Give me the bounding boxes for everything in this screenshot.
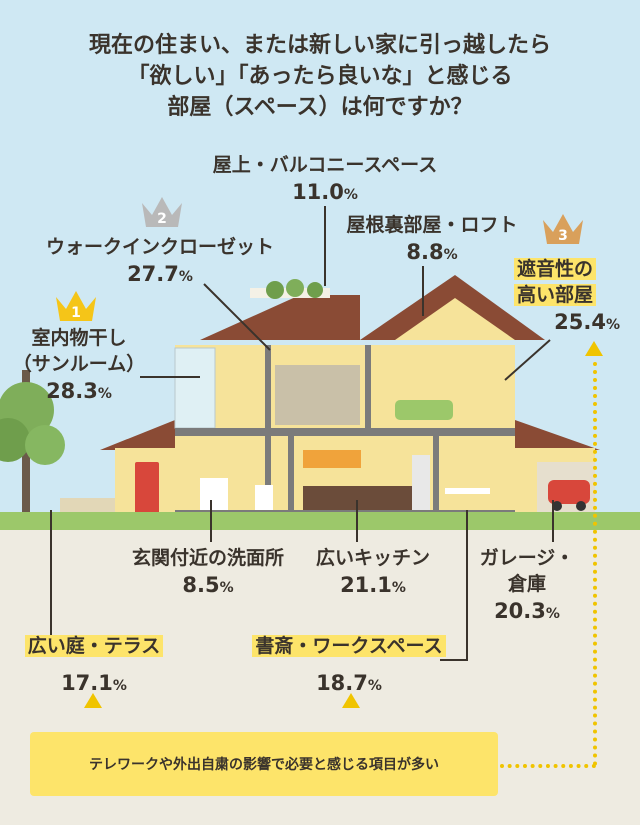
attic-value: 8.8 [406, 240, 444, 264]
note-box: テレワークや外出自粛の影響で必要と感じる項目が多い [30, 732, 498, 796]
label-study: 書斎・ワークスペース 18.7% [240, 633, 458, 700]
attic-unit: % [443, 247, 458, 263]
garden-unit: % [112, 678, 127, 694]
arrow-up-soundproof-icon [585, 341, 603, 356]
title-line-1: 現在の住まい、または新しい家に引っ越したら [88, 33, 551, 58]
rooftop-name: 屋上・バルコニースペース [212, 154, 438, 176]
leader-line-kitchen [356, 500, 358, 542]
soundproof-value: 25.4 [554, 310, 606, 334]
svg-text:1: 1 [71, 305, 81, 321]
study-unit: % [367, 678, 382, 694]
arrow-up-study-icon [342, 693, 360, 708]
sunroom-name-1: 室内物干し [31, 327, 127, 349]
washroom-unit: % [219, 580, 234, 596]
study-name: 書斎・ワークスペース [252, 635, 446, 657]
note-text: テレワークや外出自粛の影響で必要と感じる項目が多い [89, 757, 439, 773]
label-attic: 屋根裏部屋・ロフト 8.8% [342, 212, 522, 269]
label-garden: 広い庭・テラス 17.1% [14, 633, 174, 700]
title-line-2: 「欲しい」「あったら良いな」と感じる [127, 64, 513, 89]
tree-illustration [0, 370, 65, 515]
kitchen-name: 広いキッチン [315, 547, 430, 569]
walkin-value: 27.7 [127, 262, 179, 286]
label-washroom: 玄関付近の洗面所 8.5% [108, 545, 308, 602]
leader-line-attic [422, 266, 424, 316]
walkin-name: ウォークインクローゼット [45, 236, 274, 258]
washroom-name: 玄関付近の洗面所 [131, 547, 284, 569]
garage-value: 20.3 [494, 599, 546, 623]
soundproof-name-1: 遮音性の [514, 258, 597, 280]
car-illustration [548, 480, 590, 511]
leader-line-walkin-diag [203, 283, 271, 351]
label-rooftop: 屋上・バルコニースペース 11.0% [180, 152, 470, 209]
leader-line-washroom [210, 500, 212, 542]
label-soundproof-room: 遮音性の 高い部屋 25.4% [514, 256, 620, 339]
title-line-3: 部屋（スペース）は何ですか？ [167, 95, 473, 120]
crown-silver-icon: 2 [142, 197, 182, 227]
crown-gold-icon: 1 [56, 291, 96, 321]
dotted-line-right [593, 362, 597, 766]
rooftop-value: 11.0 [292, 180, 344, 204]
garage-name-1: ガレージ・ [479, 547, 575, 569]
garden-value: 17.1 [61, 671, 113, 695]
leader-line-soundproof [504, 339, 551, 381]
study-value: 18.7 [316, 671, 368, 695]
crown-bronze-icon: 3 [543, 214, 583, 244]
washroom-value: 8.5 [182, 573, 220, 597]
svg-text:3: 3 [558, 228, 568, 244]
leader-line-garage [552, 500, 554, 542]
page-title: 現在の住まい、または新しい家に引っ越したら 「欲しい」「あったら良いな」と感じる… [0, 30, 640, 123]
soundproof-name-2: 高い部屋 [514, 284, 597, 306]
attic-name: 屋根裏部屋・ロフト [346, 214, 518, 236]
leader-line-study-v [466, 510, 468, 660]
leader-line-rooftop [324, 206, 326, 286]
garage-name-2: 倉庫 [507, 573, 546, 595]
sunroom-unit: % [97, 386, 112, 402]
leader-line-garden [50, 510, 52, 635]
soundproof-unit: % [605, 317, 620, 333]
kitchen-unit: % [391, 580, 406, 596]
house-illustration [0, 275, 600, 515]
walkin-unit: % [178, 269, 193, 285]
label-garage: ガレージ・ 倉庫 20.3% [468, 545, 586, 628]
label-walkin-closet: ウォークインクローゼット 27.7% [30, 234, 290, 291]
leader-line-sunroom [140, 376, 200, 378]
sunroom-name-2: （サンルーム） [12, 353, 146, 375]
leader-line-study-h [440, 659, 468, 661]
garden-name: 広い庭・テラス [24, 635, 164, 657]
kitchen-value: 21.1 [340, 573, 392, 597]
label-kitchen: 広いキッチン 21.1% [298, 545, 448, 602]
svg-text:2: 2 [157, 211, 167, 227]
garage-unit: % [545, 606, 560, 622]
arrow-up-garden-icon [84, 693, 102, 708]
sunroom-value: 28.3 [46, 379, 98, 403]
label-sunroom: 室内物干し （サンルーム） 28.3% [10, 325, 148, 408]
lawn [0, 512, 640, 530]
dotted-line-bottom [500, 764, 596, 768]
rooftop-unit: % [343, 187, 358, 203]
